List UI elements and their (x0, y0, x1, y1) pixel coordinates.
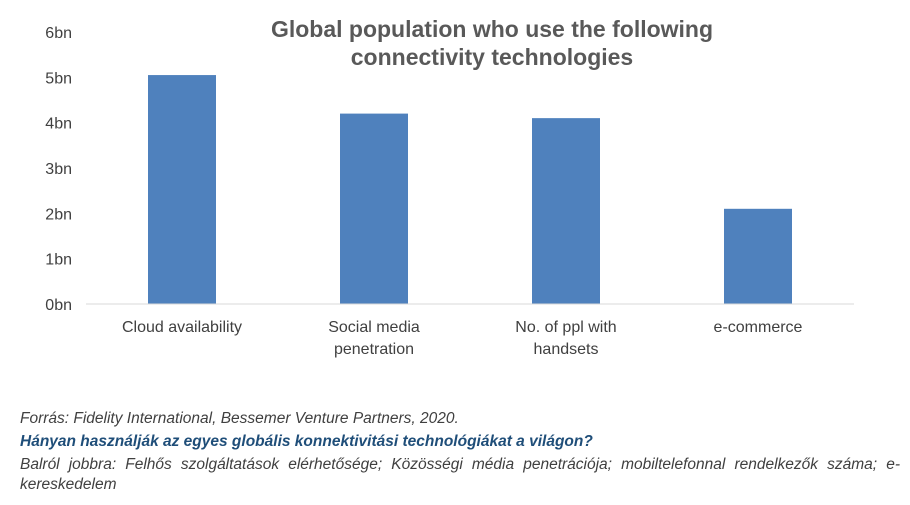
x-category-label: Cloud availability (122, 319, 242, 336)
source-note: Forrás: Fidelity International, Bessemer… (20, 410, 459, 427)
x-category-label: penetration (334, 341, 414, 358)
question-note: Hányan használják az egyes globális konn… (20, 433, 593, 450)
x-category-label: No. of ppl with (515, 319, 616, 336)
y-tick-label: 3bn (45, 161, 72, 178)
bar (148, 75, 216, 304)
bar (724, 208, 792, 304)
y-tick-label: 4bn (45, 116, 72, 133)
bar-chart: Global population who use the followingc… (45, 16, 854, 358)
order-note: Balról jobbra: Felhős szolgáltatások elé… (20, 456, 900, 493)
chart-title-line: connectivity technologies (351, 44, 633, 70)
bars (148, 75, 792, 304)
y-tick-label: 2bn (45, 206, 72, 223)
chart-notes: Forrás: Fidelity International, Bessemer… (20, 409, 900, 495)
chart-title-line: Global population who use the following (271, 16, 713, 42)
category-labels: Cloud availability Social media penetratio… (122, 319, 803, 358)
y-tick-label: 5bn (45, 70, 72, 87)
y-tick-label: 0bn (45, 297, 72, 314)
bar (340, 113, 408, 304)
y-axis-ticks: 0bn 1bn 2bn 3bn 4bn 5bn 6bn (45, 25, 72, 314)
x-category-label: e-commerce (714, 319, 803, 336)
x-category-label: handsets (534, 341, 599, 358)
bar (532, 118, 600, 304)
y-tick-label: 1bn (45, 252, 72, 269)
y-tick-label: 6bn (45, 25, 72, 42)
chart-title: Global population who use the followingc… (271, 16, 713, 70)
x-category-label: Social media (328, 319, 420, 336)
